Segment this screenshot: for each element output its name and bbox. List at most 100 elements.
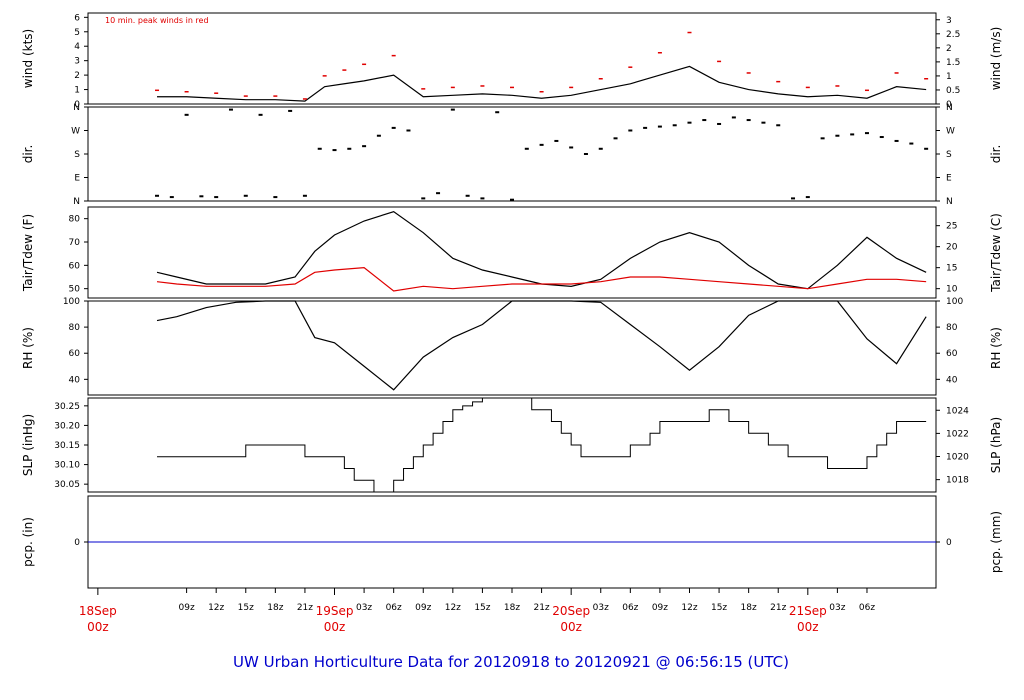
wind-annotation: 10 min. peak winds in red: [105, 16, 209, 25]
x-tick-label: 06z: [386, 603, 402, 613]
dir-point: [199, 195, 204, 198]
dir-point: [717, 122, 722, 125]
dir-point: [406, 129, 411, 132]
x-tick-label: 03z: [593, 603, 609, 613]
rh-frame: [87, 300, 937, 396]
wind-peak-mark: [391, 54, 396, 57]
wind-ytick-left-label: 3: [74, 57, 80, 67]
wind-peak-mark: [362, 63, 367, 66]
dir-ytick-right-label: N: [946, 197, 953, 207]
wind-peak-mark: [539, 91, 544, 93]
wind-peak-mark: [450, 86, 455, 89]
wind-ytick-right-label: 1: [946, 72, 952, 82]
wind-peak-mark: [480, 85, 485, 87]
slp-ytick-left-label: 30.25: [54, 402, 80, 412]
dir-point: [879, 136, 884, 139]
dir-point: [332, 149, 337, 152]
rh-ytick-left-label: 40: [69, 375, 81, 385]
wind-peak-mark: [510, 86, 514, 89]
wind-peak-mark: [805, 86, 810, 89]
wind-frame: [87, 12, 937, 105]
x-tick-label: 03z: [356, 603, 372, 613]
dir-ytick-left-label: N: [73, 197, 80, 207]
x-tick-label: 12z: [681, 603, 697, 613]
dir-point: [228, 108, 233, 111]
x-tick-label: 09z: [179, 603, 195, 613]
x-tick-label: 12z: [208, 603, 224, 613]
wind-peak-mark: [569, 86, 574, 89]
dir-ytick-right-label: N: [946, 103, 953, 113]
x-axis: 09z 12z 15z 18z 21z 03z 06z 09z 12z 15z 18z 21z 03z 0…: [79, 588, 875, 634]
wind-peak-mark: [214, 92, 219, 94]
chart-title: UW Urban Horticulture Data for 20120918 …: [233, 653, 789, 671]
temp-tair-line: [156, 211, 927, 290]
wind-peak-mark: [924, 78, 929, 80]
dir-point: [805, 196, 810, 199]
dir-point: [820, 137, 825, 140]
wind-ytick-right-label: 0: [946, 100, 952, 110]
chart-panels: wind (kts) wind (m/s)012345600.511.522.53…: [21, 12, 1003, 589]
x-tick-label: 18z: [267, 603, 283, 613]
wind-ylabel-right: wind (m/s): [989, 27, 1003, 91]
dir-point: [761, 121, 766, 124]
dir-point: [613, 137, 618, 140]
pcp-ylabel-right: pcp. (mm): [989, 511, 1003, 573]
temp-ytick-left-label: 50: [69, 285, 81, 295]
x-tick-label: 18z: [741, 603, 757, 613]
x-date-time: 00z: [560, 620, 582, 634]
dir-point: [169, 196, 174, 199]
slp-line: [157, 397, 927, 493]
slp-frame: [87, 397, 937, 493]
wind-peak-mark: [421, 88, 426, 90]
wind-panel: wind (kts) wind (m/s) 0 1 2 3 4 5 6 0 0.5 1 1.5 2 2.5 3…: [21, 12, 1003, 110]
dir-point: [776, 124, 781, 127]
slp-ytick-right-label: 1020: [946, 453, 969, 463]
wind-ylabel-left: wind (kts): [21, 29, 35, 88]
rh-ytick-right-label: 60: [946, 349, 958, 359]
temp-ytick-right-label: 10: [946, 285, 958, 295]
dir-point: [243, 194, 248, 197]
temp-frame: [87, 206, 937, 299]
wind-ytick-left-label: 5: [74, 28, 80, 38]
dir-ytick-right-label: S: [946, 150, 952, 160]
rh-ytick-left-label: 60: [69, 349, 81, 359]
dir-point: [288, 109, 293, 112]
dir-point: [598, 147, 603, 150]
dir-point: [524, 147, 529, 150]
dir-ytick-right-label: W: [946, 127, 955, 137]
dir-point: [391, 126, 396, 129]
dir-ytick-left-label: S: [74, 150, 80, 160]
rh-ytick-left-label: 80: [69, 323, 81, 333]
dir-point: [702, 119, 707, 122]
wind-ytick-left-label: 2: [74, 71, 80, 81]
dir-ylabel-left: dir.: [21, 145, 35, 164]
wind-ytick-left-label: 1: [74, 86, 80, 96]
dir-point: [554, 139, 559, 142]
dir-point: [731, 116, 736, 119]
wind-peak-mark: [184, 91, 189, 93]
x-date-time: 00z: [324, 620, 346, 634]
x-date-label: 20Sep: [552, 604, 590, 618]
dir-point: [376, 134, 381, 137]
x-tick-label: 06z: [622, 603, 638, 613]
dir-ytick-left-label: W: [71, 127, 80, 137]
dir-point: [628, 129, 633, 132]
temp-panel: Tair/Tdew (F) Tair/Tdew (C) 50 60 70 80 10 15 20…: [21, 206, 1003, 299]
dir-point: [672, 124, 677, 127]
wind-ytick-left-label: 6: [74, 13, 80, 23]
slp-ytick-left-label: 30.05: [54, 480, 80, 490]
dir-point: [864, 132, 869, 135]
temp-ytick-right-label: 20: [946, 243, 958, 253]
slp-ytick-right-label: 1024: [946, 406, 969, 416]
slp-ytick-left-label: 30.10: [54, 461, 80, 471]
rh-ytick-left-label: 100: [63, 297, 80, 307]
dir-point: [184, 113, 189, 116]
temp-tdew-line: [156, 267, 927, 292]
dir-point: [583, 153, 588, 155]
wind-peak-mark: [302, 98, 307, 100]
slp-ylabel-left: SLP (inHg): [21, 414, 35, 476]
x-tick-label: 21z: [770, 603, 786, 613]
dir-ytick-right-label: E: [946, 174, 952, 184]
wind-ytick-right-label: 2.5: [946, 30, 960, 40]
dir-point: [643, 126, 648, 129]
